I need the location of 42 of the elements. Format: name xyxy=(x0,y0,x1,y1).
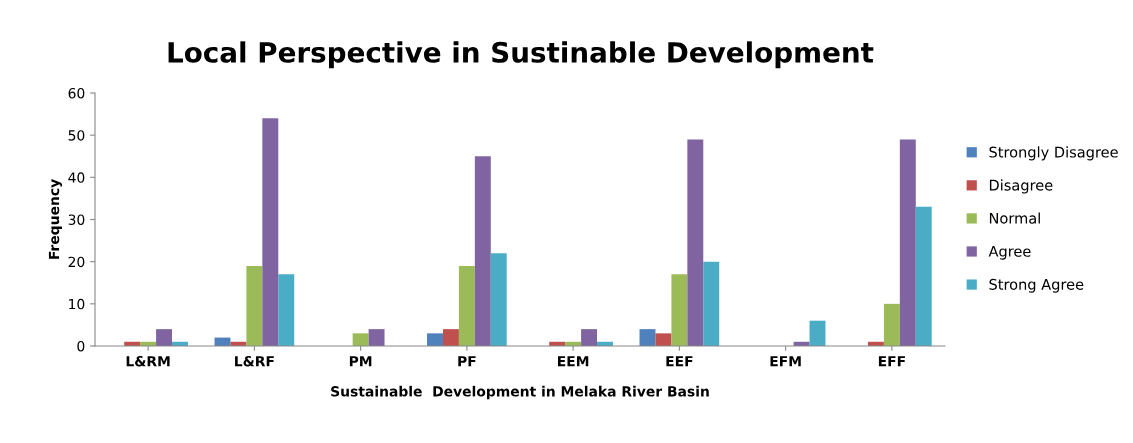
bar xyxy=(278,274,295,346)
bar xyxy=(368,329,385,346)
bar xyxy=(671,274,688,346)
legend-label: Normal xyxy=(989,212,1040,224)
bar xyxy=(442,329,459,346)
legend-label: Strong Agree xyxy=(989,278,1084,293)
x-tick-label: PM xyxy=(349,356,372,367)
bar xyxy=(883,303,900,346)
bar xyxy=(427,333,443,346)
bar xyxy=(687,139,704,346)
bar xyxy=(703,261,720,346)
y-tick-label: 30 xyxy=(68,214,85,225)
bar xyxy=(899,139,916,346)
x-tick-label: L&RF xyxy=(235,355,274,367)
legend-label: Disagree xyxy=(989,179,1053,194)
bar xyxy=(490,253,507,346)
y-tick-label: 60 xyxy=(68,87,85,99)
bar xyxy=(581,329,598,346)
legend-label: Agree xyxy=(988,245,1031,260)
x-axis-title: Sustainable Development in Melaka River Basin xyxy=(331,385,709,400)
y-tick-label: 0 xyxy=(77,340,85,352)
y-tick-label: 10 xyxy=(69,298,85,310)
x-tick-label: EFF xyxy=(878,356,905,367)
x-tick-label: PF xyxy=(458,356,476,367)
x-tick-label: EFM xyxy=(770,356,801,367)
bar xyxy=(246,265,263,346)
x-tick-label: L&RM xyxy=(126,355,170,367)
legend-label: Strongly Disagree xyxy=(989,146,1118,161)
bar xyxy=(458,265,475,346)
chart-title: Local Perspective in Sustinable Development xyxy=(168,41,874,69)
bar xyxy=(352,333,369,346)
x-tick-label: EEM xyxy=(558,356,589,367)
y-tick-label: 20 xyxy=(68,256,85,268)
bar xyxy=(655,333,672,346)
bar xyxy=(474,156,491,346)
x-tick-label: EEF xyxy=(666,356,693,367)
bar xyxy=(262,118,279,346)
y-tick-label: 40 xyxy=(68,172,85,183)
bar xyxy=(915,206,932,346)
y-tick-label: 50 xyxy=(68,130,85,141)
bar xyxy=(156,329,173,346)
y-axis-title: Frequency xyxy=(48,179,63,259)
